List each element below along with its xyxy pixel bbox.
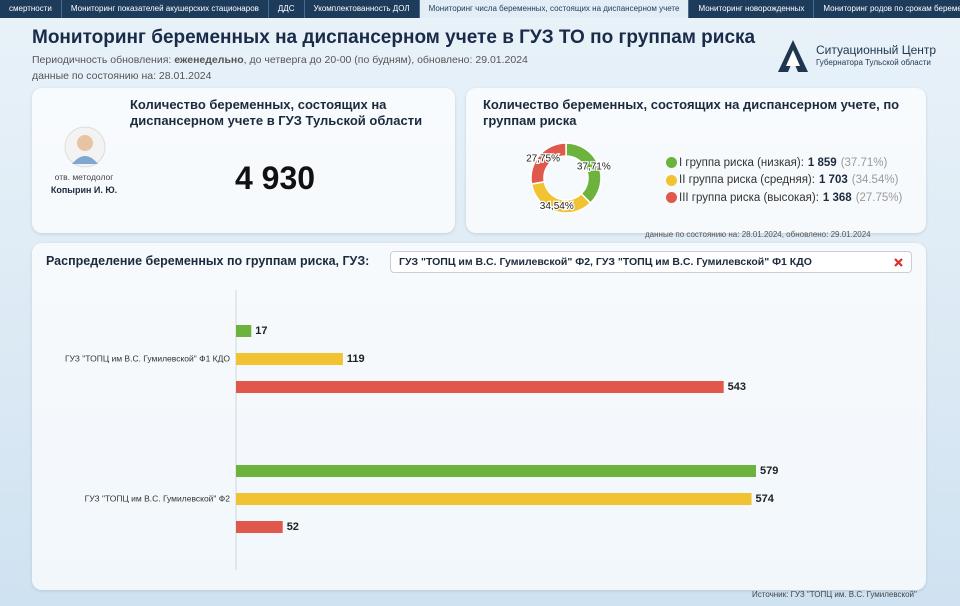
label: Периодичность обновления: (32, 54, 172, 66)
legend-dot (666, 174, 677, 186)
page-title: Мониторинг беременных на диспансерном уч… (32, 27, 756, 48)
legend-name: I группа риска (низкая): (679, 156, 804, 169)
logo-subtitle: Губернатора Тульской области (816, 58, 931, 67)
distribution-card: Распределение беременных по группам риск… (32, 243, 926, 590)
total-card: отв. методолог Копырин И. Ю. Количество … (32, 88, 455, 233)
filter-box[interactable]: ГУЗ "ТОПЦ им В.С. Гумилевской" Ф2, ГУЗ "… (390, 251, 912, 273)
legend-entry: I группа риска (низкая): 1 859 (37.71%) (666, 154, 902, 172)
nav-tab[interactable]: Мониторинг родов по срокам беременности (814, 0, 960, 18)
filter-value: ГУЗ "ТОПЦ им В.С. Гумилевской" Ф2, ГУЗ "… (399, 256, 812, 268)
avatar (64, 126, 106, 168)
risk-card: Количество беременных, состоящих на дисп… (466, 88, 926, 233)
legend-share: (34.54%) (851, 174, 899, 187)
legend-dot (666, 192, 677, 204)
legend: I группа риска (низкая): 1 859 (37.71%) II … (666, 154, 902, 207)
legend-name: II группа риска (средняя): (679, 174, 815, 187)
legend-dot (666, 157, 677, 169)
legend-share: (27.75%) (855, 191, 903, 204)
total-value: 4 930 (234, 160, 316, 196)
legend-value: 1 703 (818, 174, 848, 187)
nav-tab[interactable]: смертности (0, 0, 62, 18)
data-date: данные по состоянию на: 28.01.2024 (32, 70, 212, 82)
role: отв. методолог (54, 172, 114, 182)
person: Копырин И. Ю. (50, 185, 118, 195)
nav-tab[interactable]: Мониторинг показателей акушерских стацио… (62, 0, 269, 18)
legend-entry: II группа риска (средняя): 1 703 (34.54%) (666, 172, 902, 190)
section-title: Распределение беременных по группам риск… (46, 254, 370, 268)
update-info: Периодичность обновления: еженедельно, д… (32, 54, 528, 66)
legend-value: 1 368 (822, 191, 852, 204)
nav-tab[interactable]: ДДС (269, 0, 305, 18)
card-title: Количество беременных, состоящих на дисп… (130, 97, 423, 128)
footnote: данные по состоянию на: 28.01.2024, обно… (645, 230, 871, 239)
card-title: Количество беременных, состоящих на дисп… (483, 97, 900, 128)
source: Источник: ГУЗ "ТОПЦ им. В.С. Гумилевской… (752, 590, 917, 599)
nav-tab[interactable]: Укомплектованность ДОЛ (305, 0, 420, 18)
legend-value: 1 859 (807, 156, 837, 169)
logo-icon (778, 40, 808, 72)
legend-share: (37.71%) (840, 156, 888, 169)
nav-bar: смертности Мониторинг показателей акушерс… (0, 0, 960, 18)
label: , до четверга до 20-00 (по будням), обно… (243, 54, 528, 66)
legend-name: III группа риска (высокая): (679, 191, 819, 204)
frequency: еженедельно (174, 54, 244, 66)
legend-entry: III группа риска (высокая): 1 368 (27.75%) (666, 189, 902, 207)
nav-tab[interactable]: Мониторинг новорожденных (689, 0, 815, 18)
nav-tab[interactable]: Мониторинг числа беременных, состоящих н… (419, 0, 690, 18)
logo-name: Ситуационный Центр (816, 43, 937, 57)
clear-icon[interactable] (894, 258, 903, 267)
